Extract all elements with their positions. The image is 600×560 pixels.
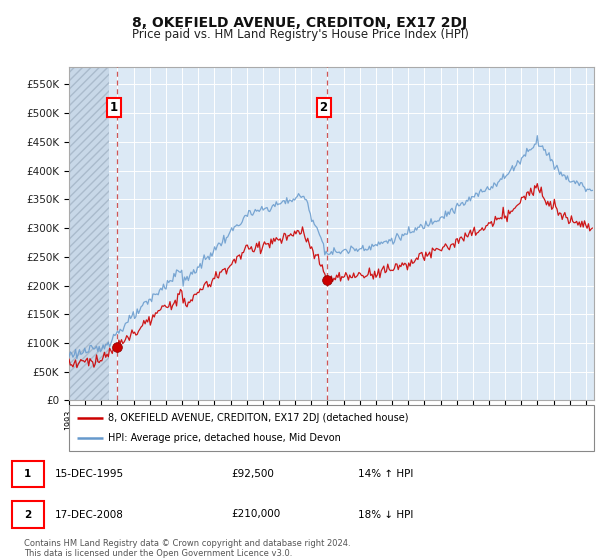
Text: 1: 1 xyxy=(24,469,31,479)
Text: Contains HM Land Registry data © Crown copyright and database right 2024.
This d: Contains HM Land Registry data © Crown c… xyxy=(24,539,350,558)
Text: HPI: Average price, detached house, Mid Devon: HPI: Average price, detached house, Mid … xyxy=(109,433,341,443)
Text: 8, OKEFIELD AVENUE, CREDITON, EX17 2DJ: 8, OKEFIELD AVENUE, CREDITON, EX17 2DJ xyxy=(133,16,467,30)
Text: 8, OKEFIELD AVENUE, CREDITON, EX17 2DJ (detached house): 8, OKEFIELD AVENUE, CREDITON, EX17 2DJ (… xyxy=(109,413,409,423)
Text: £210,000: £210,000 xyxy=(231,510,280,520)
Text: 2: 2 xyxy=(320,101,328,114)
FancyBboxPatch shape xyxy=(12,461,44,487)
Text: 2: 2 xyxy=(24,510,31,520)
Text: Price paid vs. HM Land Registry's House Price Index (HPI): Price paid vs. HM Land Registry's House … xyxy=(131,28,469,41)
Text: 15-DEC-1995: 15-DEC-1995 xyxy=(55,469,124,479)
FancyBboxPatch shape xyxy=(12,501,44,528)
Text: 1: 1 xyxy=(110,101,118,114)
Text: 18% ↓ HPI: 18% ↓ HPI xyxy=(358,510,413,520)
Text: 17-DEC-2008: 17-DEC-2008 xyxy=(55,510,124,520)
Text: 14% ↑ HPI: 14% ↑ HPI xyxy=(358,469,413,479)
Text: £92,500: £92,500 xyxy=(231,469,274,479)
Bar xyxy=(69,67,109,400)
